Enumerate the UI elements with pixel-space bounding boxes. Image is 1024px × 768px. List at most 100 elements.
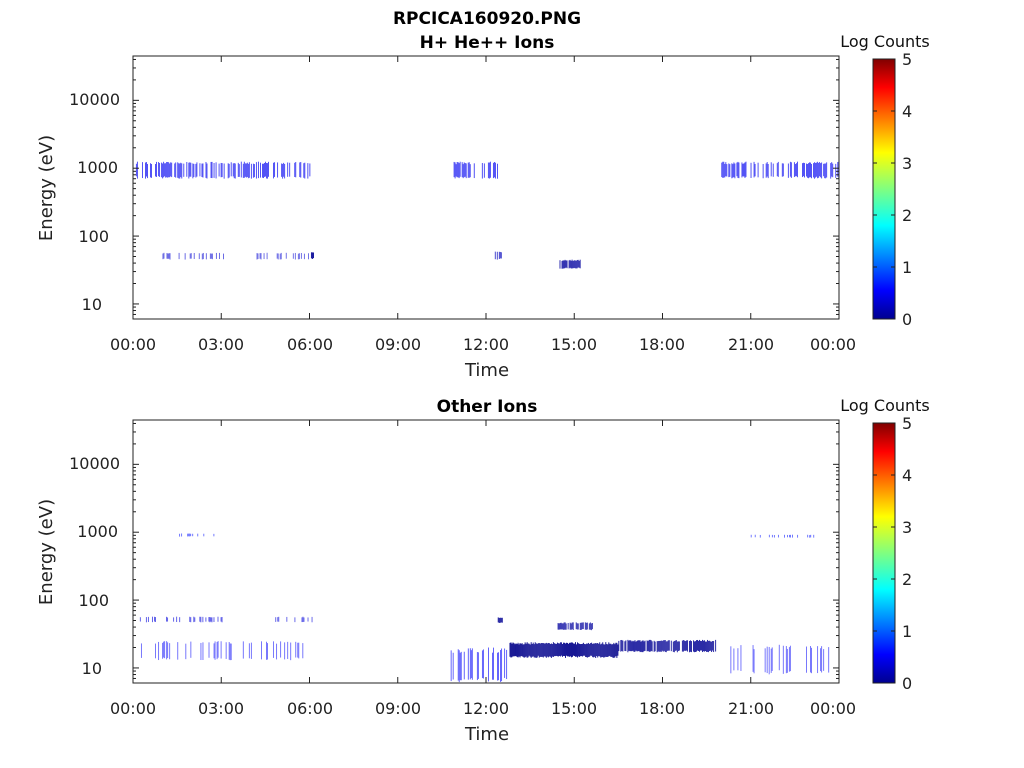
data-mark xyxy=(693,640,694,652)
data-mark xyxy=(256,253,258,260)
data-mark xyxy=(709,640,711,651)
data-mark xyxy=(820,648,822,672)
data-mark xyxy=(303,617,305,622)
data-mark xyxy=(522,644,524,657)
data-mark xyxy=(600,644,602,658)
data-mark xyxy=(298,253,300,260)
data-mark xyxy=(586,622,588,630)
data-mark xyxy=(135,163,137,177)
data-mark xyxy=(216,641,218,660)
colorbar-tick-label: 0 xyxy=(902,310,912,329)
data-mark xyxy=(213,162,215,178)
data-mark xyxy=(155,163,156,177)
data-mark xyxy=(566,642,567,656)
data-mark xyxy=(209,617,211,623)
data-mark xyxy=(533,644,535,658)
data-mark xyxy=(203,533,205,537)
data-mark xyxy=(790,162,792,178)
data-mark xyxy=(594,643,596,657)
data-mark xyxy=(582,643,584,657)
data-mark xyxy=(228,641,230,660)
panel-title-top: H+ He++ Ions xyxy=(420,33,555,53)
data-mark xyxy=(576,644,577,657)
data-mark xyxy=(190,617,192,623)
x-tick-label: 15:00 xyxy=(551,699,597,718)
data-mark xyxy=(753,649,755,674)
data-mark xyxy=(179,617,181,623)
data-mark xyxy=(295,641,297,658)
data-mark xyxy=(500,617,502,623)
data-mark xyxy=(585,644,587,657)
data-mark xyxy=(220,641,222,659)
data-mark xyxy=(277,253,279,260)
data-mark xyxy=(190,162,192,177)
data-mark xyxy=(530,642,532,658)
data-mark xyxy=(452,652,454,680)
data-mark xyxy=(579,643,581,657)
data-mark xyxy=(465,163,467,179)
data-mark xyxy=(824,163,826,179)
data-mark xyxy=(647,641,649,651)
data-mark xyxy=(569,622,571,630)
data-mark xyxy=(193,163,195,178)
data-mark xyxy=(659,641,661,652)
data-mark xyxy=(150,163,151,178)
colorbar-tick-label: 5 xyxy=(902,50,912,69)
data-mark xyxy=(273,162,275,179)
data-mark xyxy=(581,644,583,657)
data-mark xyxy=(156,161,158,177)
data-mark xyxy=(198,253,200,260)
data-mark xyxy=(559,642,561,657)
data-mark xyxy=(194,617,196,622)
data-mark xyxy=(628,640,630,651)
data-mark xyxy=(765,163,767,178)
data-mark xyxy=(557,643,559,657)
data-mark xyxy=(195,163,197,178)
data-mark xyxy=(311,616,313,623)
y-axis-label-top: Energy (eV) xyxy=(36,135,57,241)
data-mark xyxy=(488,647,489,682)
data-mark xyxy=(818,162,820,178)
data-mark xyxy=(151,163,152,178)
data-mark xyxy=(230,162,232,177)
data-mark xyxy=(675,640,677,651)
data-mark xyxy=(608,642,610,657)
data-mark xyxy=(225,642,227,659)
data-mark xyxy=(551,644,553,657)
data-mark xyxy=(287,641,289,659)
data-mark xyxy=(705,641,707,652)
data-mark xyxy=(511,643,513,658)
data-mark xyxy=(577,623,579,630)
y-tick-label: 100 xyxy=(78,227,109,246)
data-mark xyxy=(832,163,834,178)
data-mark xyxy=(670,640,672,652)
data-mark xyxy=(187,533,189,537)
data-mark xyxy=(673,640,675,653)
data-mark xyxy=(676,641,678,653)
data-mark xyxy=(277,162,279,178)
data-mark xyxy=(564,259,566,269)
data-mark xyxy=(806,646,807,673)
data-mark xyxy=(694,641,695,653)
data-mark xyxy=(463,651,465,680)
x-tick-label: 15:00 xyxy=(551,335,597,354)
data-mark xyxy=(560,642,562,656)
data-mark xyxy=(772,163,774,177)
colorbar-gradient-top xyxy=(872,58,896,320)
data-mark xyxy=(808,163,809,179)
data-mark xyxy=(179,163,181,179)
data-mark xyxy=(499,251,501,259)
data-mark xyxy=(577,259,579,268)
colorbar-tick-label: 3 xyxy=(902,518,912,537)
data-mark xyxy=(813,534,815,538)
data-mark xyxy=(532,642,534,657)
data-mark xyxy=(181,163,183,179)
data-mark xyxy=(240,161,242,178)
colorbar-bottom: Log Counts 0 1 2 3 4 5 xyxy=(840,396,930,693)
data-mark xyxy=(777,161,779,177)
data-mark xyxy=(267,643,268,660)
data-mark xyxy=(209,253,211,259)
data-mark xyxy=(810,646,811,673)
data-mark xyxy=(192,163,194,179)
data-mark xyxy=(252,163,254,178)
